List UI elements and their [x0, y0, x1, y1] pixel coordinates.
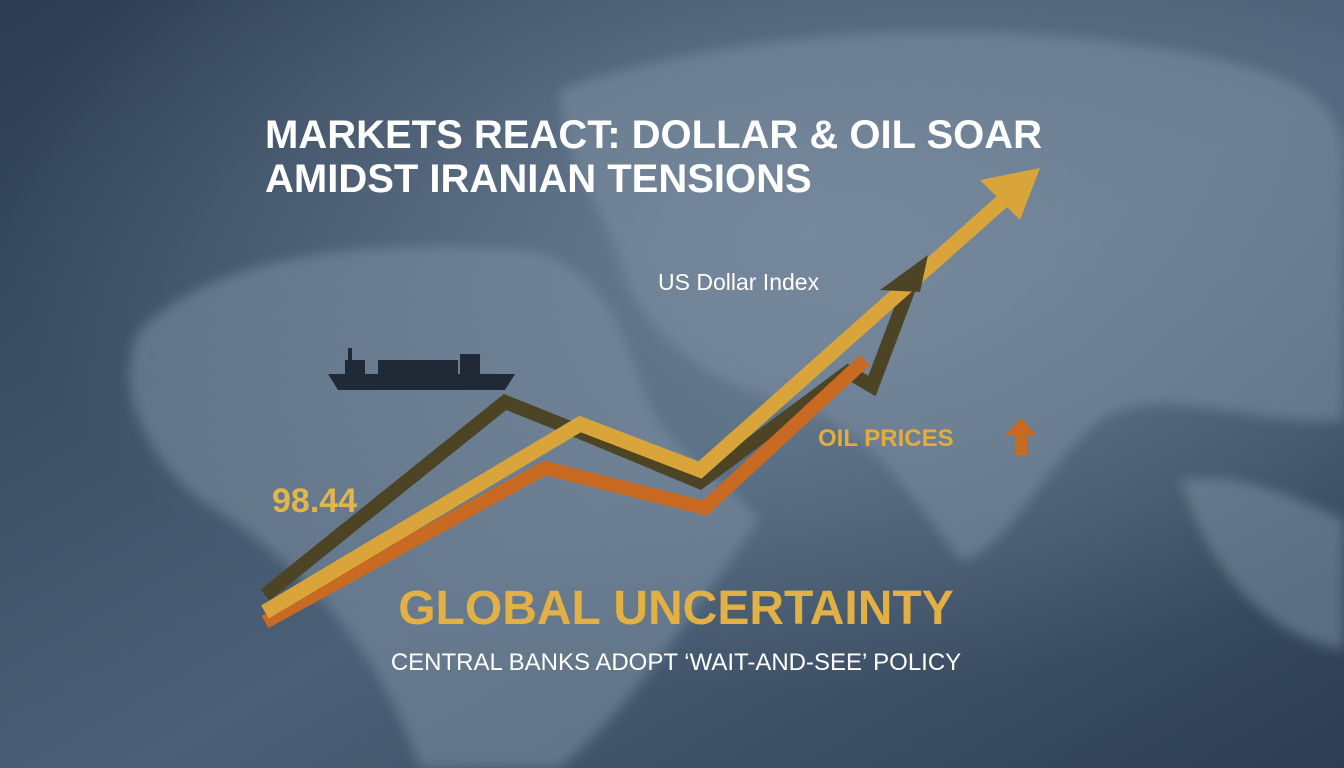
- title-line: AMIDST IRANIAN TENSIONS: [265, 157, 812, 201]
- value-label: 98.44: [272, 482, 357, 520]
- ship: [328, 348, 515, 390]
- dollar-index-label: US Dollar Index: [658, 269, 820, 295]
- trend-lines: [260, 184, 1020, 629]
- oil-prices-label: OIL PRICES: [818, 425, 954, 452]
- dollar-arrowhead: [880, 255, 928, 292]
- dollar-line: [260, 269, 922, 601]
- title-line: MARKETS REACT: DOLLAR & OIL SOAR: [265, 113, 1042, 157]
- gold-arrowhead: [980, 168, 1040, 220]
- oil-line: [261, 354, 870, 629]
- gold-line: [261, 184, 1020, 619]
- headline: GLOBAL UNCERTAINTY: [398, 582, 954, 635]
- subhead: CENTRAL BANKS ADOPT ‘WAIT-AND-SEE’ POLIC…: [391, 649, 961, 676]
- oil-up-arrow: [1005, 418, 1037, 455]
